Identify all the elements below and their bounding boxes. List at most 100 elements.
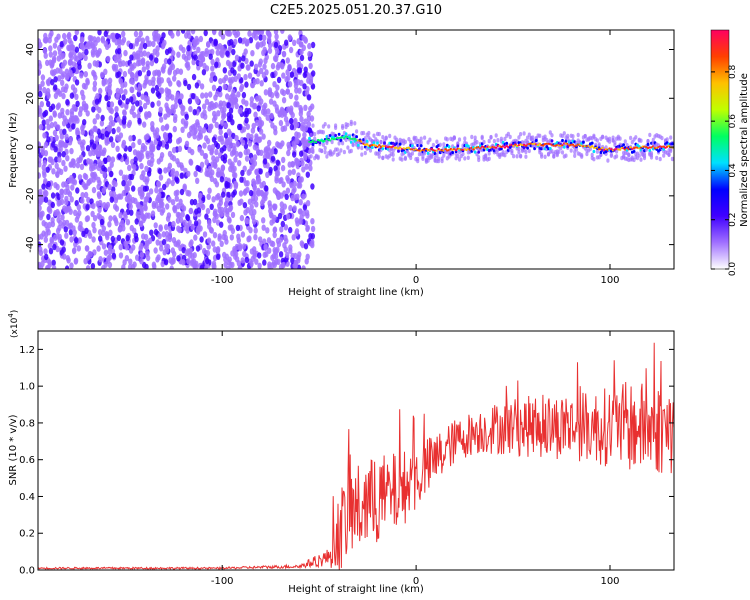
spectrogram-cell (622, 143, 625, 147)
spectrogram-cell (167, 67, 172, 75)
spectrogram-cell (226, 191, 231, 199)
spectrogram-cell (193, 54, 198, 61)
spectrogram-cell (242, 165, 247, 172)
spectrogram-cell (244, 256, 250, 264)
spectrogram-cell (571, 134, 575, 139)
spectrogram-cell (59, 133, 65, 140)
spectrogram-cell (155, 127, 160, 134)
spectrogram-cell (573, 153, 577, 158)
spectrogram-cell (637, 153, 641, 158)
spectrogram-cell (228, 204, 234, 211)
spectrogram-cell (276, 61, 281, 69)
spectrogram-cell (309, 154, 313, 159)
spectrogram-cell (181, 259, 186, 266)
spectrogram-cell (180, 211, 185, 218)
spectrogram-cell (170, 199, 176, 206)
spectrogram-cell (294, 94, 299, 101)
spectrogram-cell (171, 50, 176, 57)
spectrogram-cell (564, 153, 568, 158)
spectrogram-cell (69, 262, 74, 269)
spectrogram-cell (118, 225, 123, 233)
spectrogram-cell (80, 197, 85, 204)
spectrogram-cell (216, 253, 221, 260)
spectrogram-cell (79, 163, 85, 170)
spectrogram-cell (78, 110, 83, 117)
spectrogram-cell (133, 156, 138, 163)
spectrogram-cell (609, 153, 614, 158)
spectrogram-cell (298, 107, 304, 114)
spectrogram-cell (524, 144, 528, 147)
spectrogram-cell (403, 155, 407, 161)
spectrogram-cell (194, 82, 200, 89)
spectrogram-cell (305, 225, 310, 233)
spectrogram-cell (223, 256, 228, 263)
snr-y-ticks: 0.0 0.2 0.4 0.6 0.8 1.0 1.2 (19, 345, 674, 577)
spectrogram-cell (524, 149, 528, 155)
spectrogram-cell (100, 71, 105, 79)
spectrogram-cell (167, 47, 172, 54)
spectrogram-cell (230, 119, 235, 126)
spectrogram-cell (212, 159, 218, 166)
spectrogram-cell (147, 40, 153, 47)
spectrogram-cell (38, 211, 44, 218)
spectrogram-cell (93, 126, 98, 133)
spectrogram-cell (92, 80, 98, 88)
spectrogram-cell (282, 110, 288, 117)
spectrogram-cell (177, 98, 183, 105)
spectrogram-cell (233, 180, 238, 188)
spectrogram-cell (188, 105, 193, 113)
spectrogram-cell (96, 164, 101, 171)
spectrogram-cell (143, 79, 148, 86)
spectrogram-cell (398, 142, 402, 146)
spectrogram-cell (662, 145, 665, 148)
snr-x-ticks: -100 0 100 (211, 331, 620, 587)
spectrogram-cell (235, 141, 240, 148)
spectrogram-cell (162, 183, 167, 191)
spectrogram-cell (169, 265, 174, 269)
spectrogram-cell (121, 142, 126, 149)
spectrogram-cell (133, 75, 139, 82)
spectrogram-cell (351, 142, 355, 147)
spectrogram-cell (144, 185, 149, 192)
spectrogram-cell (38, 234, 41, 241)
spectrogram-cell (482, 139, 486, 145)
spectrogram-cell (109, 107, 115, 115)
spectrogram-cell (145, 133, 150, 140)
spectrogram-cell (215, 49, 220, 56)
spectrogram-cell (199, 51, 204, 58)
spectrogram-cell (169, 153, 174, 161)
spectrogram-cell (257, 95, 262, 102)
spectrogram-cell (157, 232, 162, 240)
spectrogram-cell (311, 70, 316, 77)
spectrogram-cell (202, 247, 207, 255)
spectrogram-cell (50, 59, 55, 67)
spectrogram-cell (258, 34, 263, 41)
spectrogram-cell (543, 134, 547, 139)
spectrogram-cell (163, 135, 169, 142)
spectrogram-cell (207, 165, 213, 173)
spectrogram-cell (435, 153, 439, 158)
spectrogram-cell (341, 141, 345, 146)
spectrogram-cell (181, 53, 187, 60)
spectrogram-cell (302, 204, 308, 211)
spectrogram-cell (325, 140, 329, 146)
spectrogram-cell (77, 174, 83, 181)
spectrogram-cell (457, 137, 462, 142)
spectrogram-cell (125, 98, 130, 105)
spectrogram-cell (214, 194, 220, 201)
spectrogram-cell (263, 57, 268, 65)
spectrogram-cell (229, 234, 234, 241)
spectrogram-cell (281, 181, 286, 188)
spectrogram-cell (186, 54, 191, 61)
spectrogram-cell (212, 232, 218, 239)
spectrogram-cell (246, 169, 251, 176)
spectrogram-cell (186, 64, 191, 71)
spectrogram-cell (89, 162, 94, 169)
spectrogram-cell (561, 138, 564, 143)
spectrogram-cell (221, 113, 226, 121)
spectrogram-cell (179, 93, 184, 100)
spectrogram-cell (179, 172, 184, 179)
spectrogram-cell (129, 71, 135, 79)
spectrogram-cell (517, 146, 521, 152)
spectrogram-cell (128, 77, 134, 85)
